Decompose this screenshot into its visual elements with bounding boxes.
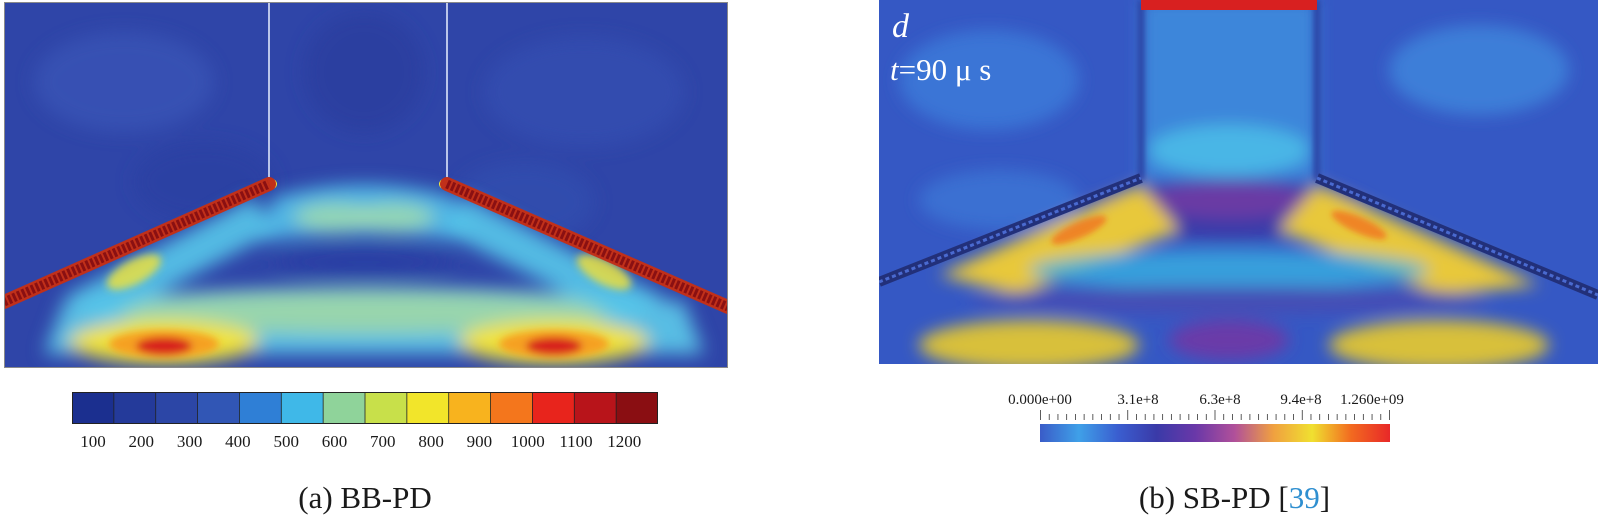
figure-panel-b: d t=90 μ s 0.000e+00 3.1e+8 6.3e+8 9.4e+8 1.… [870,0,1599,527]
colorbar-a-tick-label: 600 [321,432,348,451]
time-value: =90 μ s [898,52,992,87]
colorbar-a-swatch [281,392,324,424]
colorbar-a-swatch [490,392,533,424]
colorbar-a-swatch [323,392,366,424]
colorbar-a-swatch [532,392,575,424]
colorbar-b-tick-marks [1040,410,1390,420]
colorbar-a-swatch [406,392,450,424]
colorbar-a-swatch [197,392,240,424]
colorbar-a-tick-label: 900 [466,432,493,451]
colorbar-a-swatch [155,392,199,424]
colorbar-b-tick-label: 9.4e+8 [1280,392,1322,408]
colorbar-b [1040,424,1390,442]
colorbar-a-tick-label: 400 [225,432,251,451]
stress-field-image-b [879,0,1598,364]
caption-b: (b) SB-PD [39] [870,480,1599,516]
panel-b-label: d [892,8,909,45]
colorbar-a-tick-label: 800 [418,432,444,451]
colorbar-a [72,392,658,424]
colorbar-a-tick-label: 500 [273,432,299,451]
colorbar-b-tick-label: 0.000e+00 [1008,392,1072,408]
figure-panel-a: 100 200 300 400 500 600 700 800 900 1000 1100 1200 … [0,0,730,527]
colorbar-a-swatch [365,392,408,424]
colorbar-a-swatch [239,392,282,424]
colorbar-a-tick-label: 1000 [510,432,545,451]
colorbar-a-tick-label: 100 [80,432,106,451]
colorbar-a-border [72,392,658,424]
colorbar-a-swatch [72,392,115,424]
damage-field-image-a [4,2,728,368]
colorbar-b-gradient [1040,424,1390,442]
colorbar-a-tick-label: 1200 [607,432,642,451]
colorbar-b-tick-label: 6.3e+8 [1199,392,1241,408]
panel-b-time-label: t=90 μ s [890,52,991,88]
colorbar-a-swatch [616,392,658,424]
colorbar-a-swatch [448,392,492,424]
caption-b-end: ] [1319,480,1331,515]
caption-a: (a) BB-PD [298,480,432,515]
colorbar-b-tick-label: 3.1e+8 [1117,392,1159,408]
colorbar-a-tick-label: 1100 [559,432,593,451]
colorbar-a-tick-label: 700 [370,432,396,451]
colorbar-a-swatch [574,392,617,424]
time-variable: t [890,52,899,87]
colorbar-b-ticks: 0.000e+00 3.1e+8 6.3e+8 9.4e+8 1.260e+09 [1008,392,1450,422]
colorbar-b-tick-label: 1.260e+09 [1340,392,1404,408]
colorbar-a-swatch [113,392,157,424]
colorbar-a-tick-label: 200 [128,432,155,451]
colorbar-a-tick-label: 300 [176,432,203,451]
caption-b-reference-link[interactable]: 39 [1288,480,1320,515]
caption-b-main: (b) SB-PD [ [1138,480,1289,515]
